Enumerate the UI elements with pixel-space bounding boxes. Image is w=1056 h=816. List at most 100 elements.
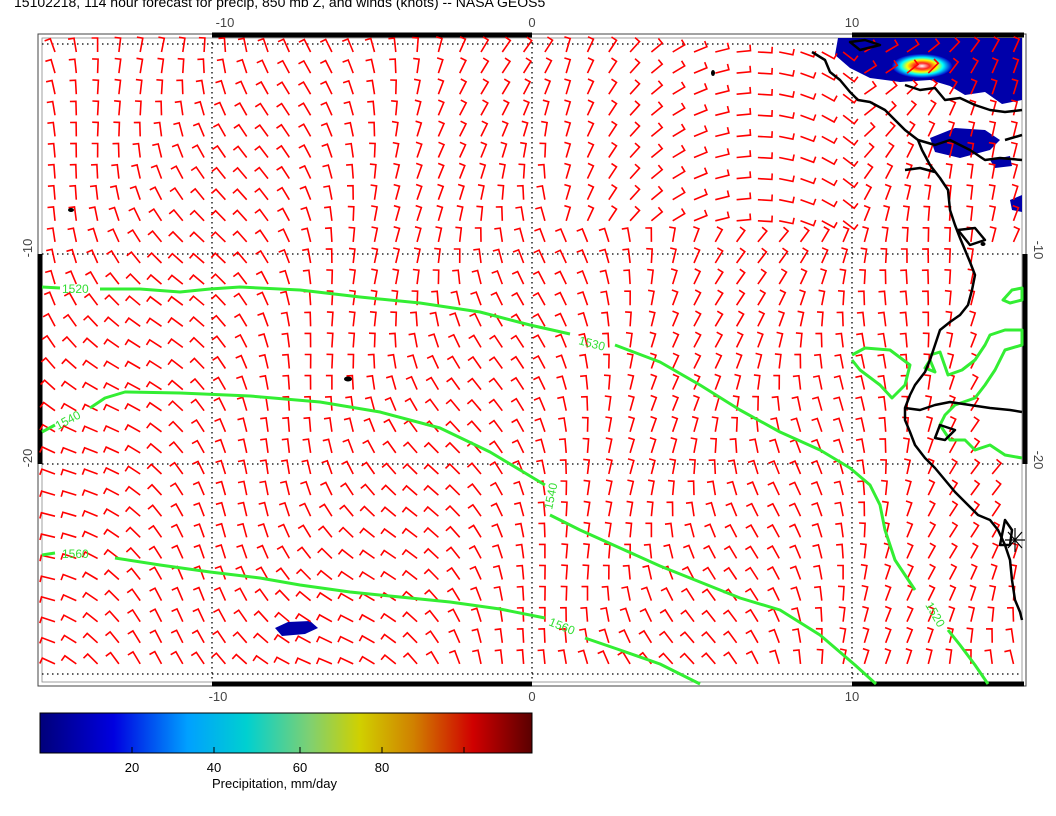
wind-barb bbox=[213, 397, 227, 412]
wind-barb bbox=[1010, 141, 1018, 158]
wind-barb bbox=[167, 295, 184, 306]
wind-barb bbox=[190, 398, 205, 412]
wind-barb bbox=[435, 36, 443, 53]
wind-barb bbox=[646, 500, 654, 517]
wind-barb bbox=[231, 653, 248, 665]
wind-barb bbox=[190, 165, 205, 180]
wind-barb bbox=[258, 333, 269, 348]
wind-barb bbox=[714, 268, 724, 285]
wind-barb bbox=[371, 268, 379, 285]
wind-barb bbox=[280, 480, 291, 496]
wind-barb bbox=[358, 549, 375, 560]
wind-barb bbox=[424, 609, 440, 623]
wind-barb bbox=[471, 628, 482, 643]
wind-barb bbox=[906, 605, 914, 623]
wind-barb bbox=[834, 501, 844, 517]
wind-barb bbox=[629, 79, 641, 95]
wind-barb bbox=[81, 489, 98, 496]
wind-barb bbox=[757, 247, 768, 264]
wind-barb bbox=[232, 251, 248, 264]
wind-barb bbox=[687, 480, 695, 496]
wind-barb bbox=[147, 483, 163, 496]
wind-barb bbox=[927, 584, 936, 601]
wind-barb bbox=[542, 99, 550, 116]
wind-barb bbox=[380, 633, 397, 644]
wind-barb bbox=[232, 188, 248, 201]
wind-barb bbox=[389, 58, 397, 74]
wind-barb bbox=[145, 317, 162, 327]
wind-barb bbox=[670, 268, 678, 285]
wind-barb bbox=[304, 395, 312, 411]
wind-barb bbox=[103, 508, 120, 517]
wind-barb bbox=[586, 204, 595, 222]
wind-barb bbox=[320, 101, 333, 116]
wind-barb bbox=[297, 102, 312, 116]
wind-barb bbox=[323, 206, 333, 221]
wind-barb bbox=[948, 479, 959, 496]
wind-barb bbox=[234, 333, 248, 348]
wind-barb bbox=[923, 205, 931, 221]
wind-barb bbox=[855, 438, 866, 454]
wind-barb bbox=[778, 310, 786, 327]
wind-barb bbox=[428, 333, 440, 348]
wind-barb bbox=[515, 543, 525, 559]
wind-barb bbox=[489, 481, 504, 496]
wind-barb bbox=[476, 205, 484, 221]
wind-barb bbox=[39, 533, 56, 541]
wind-barb bbox=[125, 546, 141, 559]
wind-barb bbox=[468, 545, 482, 559]
wind-barb bbox=[446, 566, 461, 580]
wind-barb bbox=[404, 397, 418, 412]
wind-barb bbox=[488, 419, 503, 433]
colorbar-ticks bbox=[131, 747, 465, 753]
wind-barb bbox=[757, 152, 773, 160]
wind-barb bbox=[319, 38, 333, 53]
wind-barb bbox=[437, 78, 445, 95]
wind-barb bbox=[423, 441, 439, 454]
wind-barb bbox=[467, 482, 482, 496]
wind-barb bbox=[679, 631, 695, 644]
wind-barb bbox=[905, 647, 913, 665]
wind-barb bbox=[813, 564, 823, 580]
wind-barb bbox=[906, 38, 920, 53]
wind-barb bbox=[538, 522, 546, 538]
wind-barb bbox=[752, 395, 760, 411]
wind-barb bbox=[906, 141, 915, 158]
wind-barb bbox=[401, 506, 418, 517]
wind-barb bbox=[818, 289, 826, 306]
coastal-contour bbox=[850, 286, 1024, 460]
wind-barb bbox=[693, 310, 702, 327]
wind-barb bbox=[556, 375, 567, 390]
wind-barb bbox=[104, 589, 120, 602]
wind-barb bbox=[512, 248, 525, 264]
wind-barb bbox=[515, 206, 525, 221]
wind-barb bbox=[254, 166, 269, 180]
wind-barb bbox=[513, 480, 525, 496]
wind-barb bbox=[493, 585, 504, 601]
wind-barb bbox=[579, 353, 589, 369]
wind-barb bbox=[731, 416, 739, 432]
wind-barb bbox=[393, 226, 401, 243]
wind-barb bbox=[904, 458, 912, 475]
wind-barb bbox=[535, 206, 546, 222]
wind-barb bbox=[132, 142, 141, 158]
wind-barb bbox=[178, 36, 186, 53]
wind-barb bbox=[346, 184, 354, 200]
wind-barb bbox=[436, 57, 444, 74]
wind-barb bbox=[927, 605, 935, 623]
wind-barb bbox=[832, 417, 844, 433]
wind-barb bbox=[723, 566, 738, 580]
wind-barb bbox=[924, 374, 932, 390]
wind-barb bbox=[906, 59, 920, 74]
wind-barb bbox=[834, 353, 844, 369]
wind-barb bbox=[170, 629, 184, 644]
wind-barb bbox=[558, 438, 567, 453]
wind-barb bbox=[714, 373, 722, 390]
wind-barb bbox=[392, 268, 400, 285]
wind-barb bbox=[467, 355, 482, 369]
wind-barb bbox=[769, 438, 780, 454]
wind-barb bbox=[237, 417, 248, 432]
wind-barb bbox=[537, 501, 546, 517]
wind-barb bbox=[212, 123, 227, 137]
